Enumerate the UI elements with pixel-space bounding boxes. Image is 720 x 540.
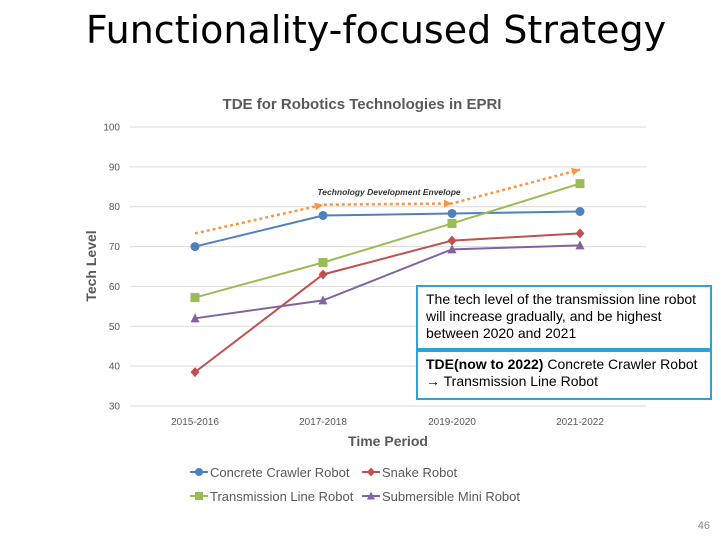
callout-text: Concrete Crawler Robot → Transmission Li… (426, 356, 698, 389)
page-number: 46 (697, 520, 710, 532)
data-point (367, 491, 375, 500)
data-point (367, 467, 375, 477)
callout-transmission-line: The tech level of the transmission line … (416, 285, 712, 350)
y-tick-label: 50 (109, 322, 121, 333)
envelope-label: Technology Development Envelope (317, 187, 461, 197)
legend-label: Transmission Line Robot (210, 489, 354, 504)
series-line (194, 182, 581, 299)
data-point (575, 240, 585, 250)
y-tick-label: 80 (109, 202, 121, 213)
legend-item: Submersible Mini Robot (362, 489, 520, 504)
y-axis-label: Tech Level (83, 230, 99, 301)
data-point (447, 218, 457, 228)
legend-label: Submersible Mini Robot (382, 489, 520, 504)
slide-title: Functionality-focused Strategy (85, 8, 667, 52)
series-concrete-crawler-robot (190, 206, 585, 252)
callout-bold-text: TDE(now to 2022) (426, 356, 544, 372)
data-point (318, 210, 328, 220)
chart-title: TDE for Robotics Technologies in EPRI (223, 96, 502, 113)
x-tick-label: 2019-2020 (428, 417, 476, 428)
callout-text: The tech level of the transmission line … (426, 291, 697, 341)
series-line (194, 244, 581, 320)
technology-development-envelope (194, 167, 581, 235)
data-point (575, 179, 585, 189)
data-point (190, 242, 200, 252)
series-transmission-line-robot (190, 179, 585, 303)
x-tick-labels: 2015-2016 2017-2018 2019-2020 2021-2022 (171, 417, 604, 428)
envelope-arrowhead (314, 202, 323, 211)
legend-label: Concrete Crawler Robot (210, 465, 350, 480)
data-point (190, 293, 200, 303)
gridlines (130, 126, 646, 407)
x-tick-label: 2017-2018 (299, 417, 347, 428)
data-point (195, 468, 203, 476)
envelope-arrowhead (571, 167, 580, 176)
series-snake-robot (190, 228, 585, 378)
data-point (195, 492, 203, 500)
y-tick-label: 30 (109, 402, 121, 413)
legend-label: Snake Robot (382, 465, 458, 480)
y-tick-label: 90 (109, 162, 121, 173)
y-tick-label: 40 (109, 362, 121, 373)
series-line (194, 232, 581, 373)
data-point (318, 258, 328, 268)
legend: Concrete Crawler Robot Snake Robot Transmi… (190, 465, 520, 504)
envelope-arrowhead (443, 199, 452, 208)
data-point (318, 269, 328, 280)
data-point (447, 244, 457, 254)
series-line (194, 210, 581, 248)
data-point (190, 313, 200, 323)
y-tick-label: 60 (109, 282, 121, 293)
x-axis-label: Time Period (348, 433, 428, 449)
data-point (190, 367, 200, 378)
series-group (190, 179, 585, 378)
callout-tde: TDE(now to 2022) Concrete Crawler Robot … (416, 350, 712, 400)
x-tick-label: 2015-2016 (171, 417, 219, 428)
data-point (447, 208, 457, 218)
y-tick-label: 100 (103, 123, 120, 134)
data-point (575, 228, 585, 239)
y-tick-labels: 30 40 50 60 70 80 90 100 (103, 123, 120, 413)
legend-item: Snake Robot (362, 465, 458, 480)
y-tick-label: 70 (109, 242, 121, 253)
envelope-line (194, 168, 581, 235)
legend-item: Concrete Crawler Robot (190, 465, 350, 480)
series-submersible-mini-robot (190, 240, 585, 323)
legend-item: Transmission Line Robot (190, 489, 354, 504)
x-tick-label: 2021-2022 (556, 417, 604, 428)
data-point (318, 295, 328, 305)
data-point (575, 206, 585, 216)
data-point (447, 235, 457, 246)
